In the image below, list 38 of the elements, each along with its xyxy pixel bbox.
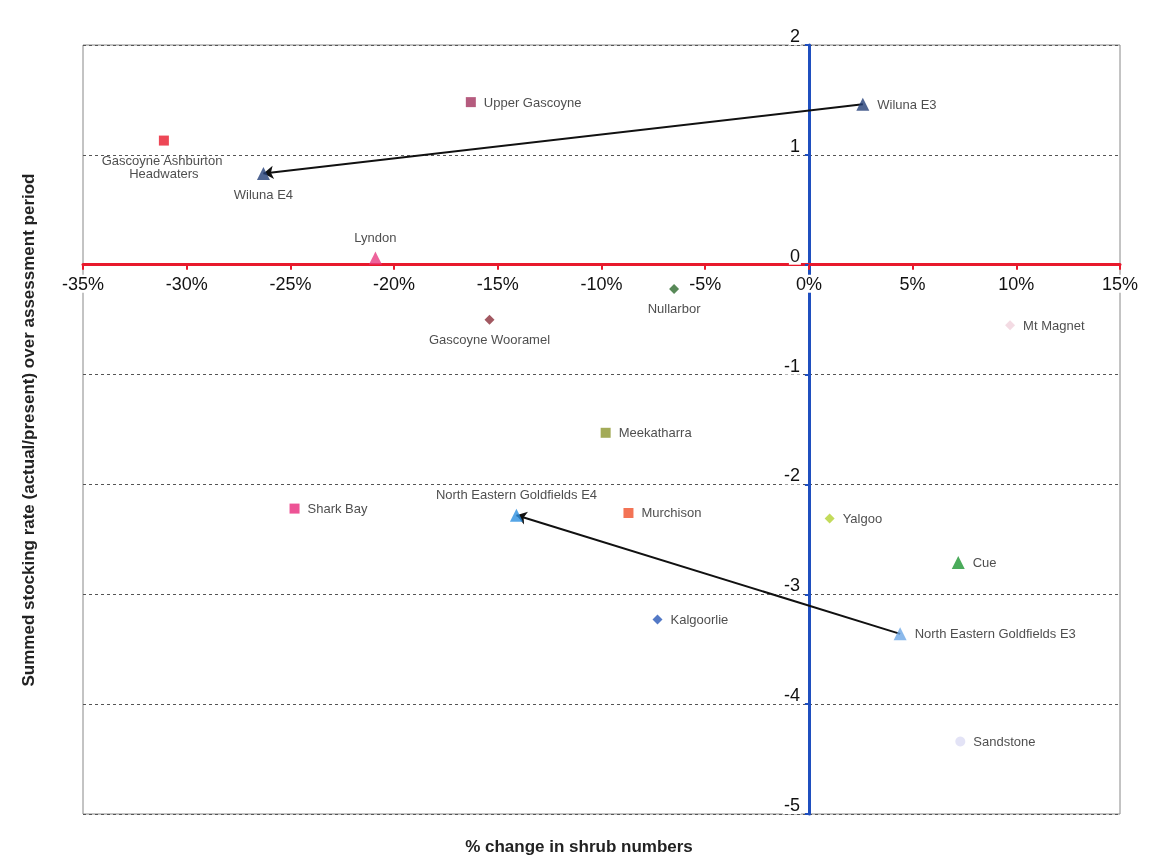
x-tick-label: -15% bbox=[476, 273, 519, 294]
series-label: Kalgoorlie bbox=[670, 612, 729, 628]
series-label: North Eastern Goldfields E4 bbox=[435, 486, 598, 502]
x-tick-label: -5% bbox=[689, 273, 722, 294]
y-tick-label: 1 bbox=[789, 135, 800, 156]
series-label: Meekatharra bbox=[618, 425, 693, 441]
x-tick-label: 5% bbox=[899, 273, 926, 294]
series-label: Wiluna E4 bbox=[233, 187, 294, 203]
series-label: Sandstone bbox=[973, 733, 1036, 749]
y-tick-label: -4 bbox=[783, 685, 800, 706]
y-tick-label: -5 bbox=[783, 795, 800, 815]
series-label: Gascoyne Wooramel bbox=[428, 331, 551, 347]
x-tick-label: 15% bbox=[1101, 273, 1139, 294]
x-axis-title: % change in shrub numbers bbox=[465, 837, 693, 856]
y-tick-label: 0 bbox=[789, 245, 800, 266]
x-tick-label: 10% bbox=[998, 273, 1035, 294]
x-tick-label: 0% bbox=[795, 273, 822, 294]
series-label: Lyndon bbox=[354, 229, 397, 245]
y-axis-title: Summed stocking rate (actual/present) over assessment period bbox=[18, 173, 38, 687]
y-tick-label: -3 bbox=[783, 575, 800, 596]
series-label: Yalgoo bbox=[842, 510, 883, 526]
y-tick-label: -1 bbox=[783, 355, 800, 376]
series-label: Gascoyne Ashburton Headwaters bbox=[101, 152, 227, 181]
series-label: Mt Magnet bbox=[1023, 317, 1085, 333]
x-tick-label: -10% bbox=[580, 273, 623, 294]
y-tick-label: -2 bbox=[783, 465, 800, 486]
series-label: Murchison bbox=[641, 505, 702, 521]
x-tick-label: -35% bbox=[61, 273, 105, 294]
series-label: Cue bbox=[972, 554, 997, 570]
x-tick-label: -20% bbox=[373, 273, 416, 294]
y-tick-label: 2 bbox=[789, 26, 800, 46]
x-tick-label: -25% bbox=[269, 273, 312, 294]
x-tick-label: -30% bbox=[165, 273, 208, 294]
series-label: Shark Bay bbox=[307, 501, 369, 517]
series-label: Upper Gascoyne bbox=[483, 94, 582, 110]
series-label: Wiluna E3 bbox=[877, 96, 937, 112]
series-label: Nullarbor bbox=[647, 300, 702, 316]
series-label: North Eastern Goldfields E3 bbox=[914, 626, 1076, 642]
